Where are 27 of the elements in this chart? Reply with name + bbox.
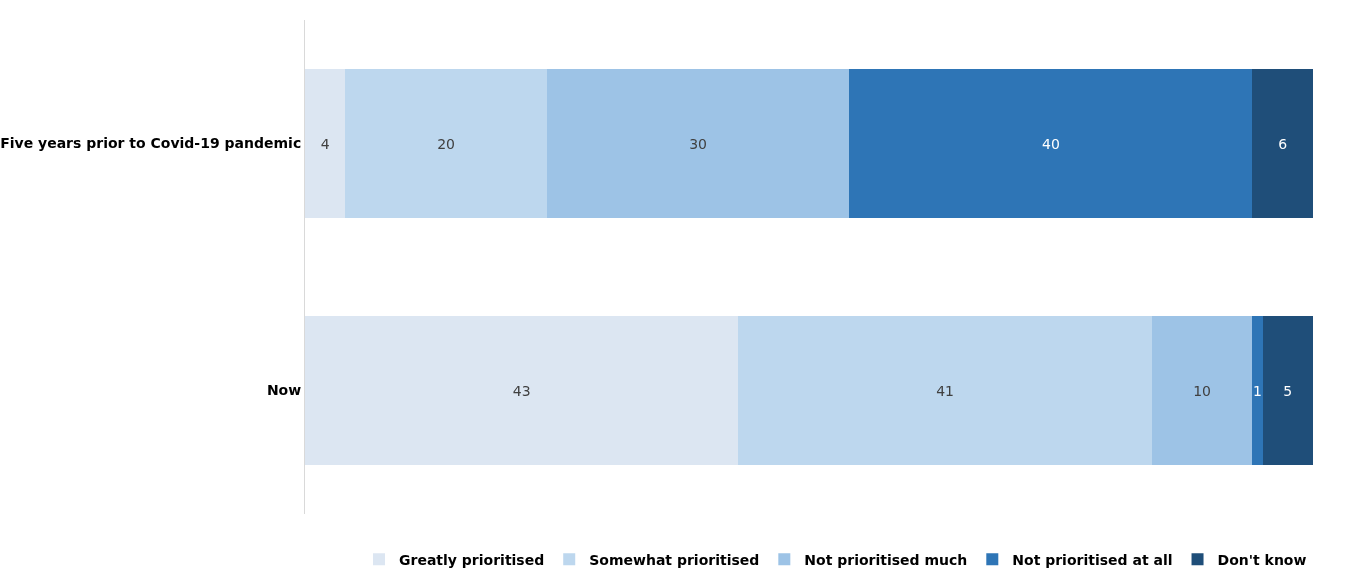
data-label: 20 — [437, 135, 456, 152]
y-tick-label: Now — [266, 382, 302, 399]
bar — [1262, 316, 1313, 465]
bar — [305, 69, 346, 218]
data-label: 10 — [1193, 382, 1211, 399]
legend-label: Somewhat prioritised — [589, 551, 760, 568]
legend-label: Not prioritised much — [804, 551, 968, 568]
legend-label: Not prioritised at all — [1012, 551, 1173, 568]
data-label: 1 — [1253, 382, 1262, 399]
bar — [1252, 316, 1263, 465]
y-tick-label: Five years prior to Covid-19 pandemic — [0, 135, 302, 152]
data-label: 40 — [1041, 135, 1060, 152]
data-label: 4 — [320, 135, 330, 152]
data-label: 6 — [1278, 135, 1288, 152]
bar — [738, 316, 1152, 465]
bar — [305, 316, 739, 465]
data-label: 43 — [512, 382, 531, 399]
data-label: 41 — [936, 382, 954, 399]
data-label: 5 — [1283, 382, 1293, 399]
bar — [1252, 69, 1313, 218]
bar — [345, 69, 547, 218]
legend-label: Don't know — [1217, 551, 1307, 568]
bar — [546, 69, 850, 218]
bar — [849, 69, 1253, 218]
bar — [1151, 316, 1253, 465]
data-label: 30 — [689, 135, 708, 152]
legend-label: Greatly prioritised — [399, 551, 545, 568]
